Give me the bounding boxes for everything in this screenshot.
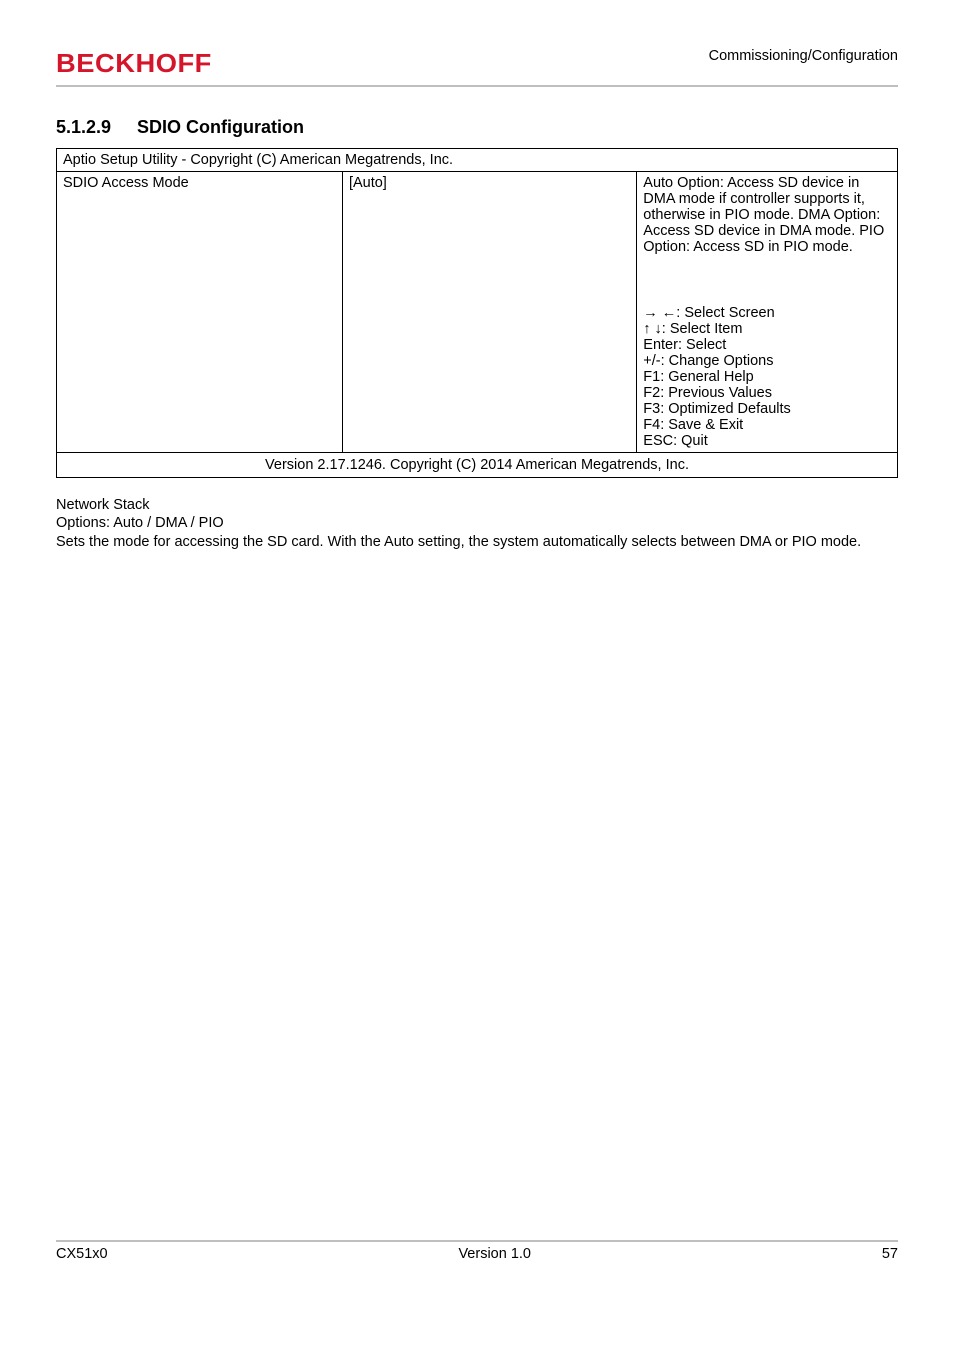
footer-center: Version 1.0 <box>458 1246 531 1262</box>
footer-right: 57 <box>882 1246 898 1262</box>
brand-logo: BECKHOFF <box>56 48 212 79</box>
body-line-1: Network Stack <box>56 496 898 515</box>
aptio-version-line: Version 2.17.1246. Copyright (C) 2014 Am… <box>57 452 898 477</box>
section-number: 5.1.2.9 <box>56 117 111 138</box>
nav-esc: ESC: Quit <box>643 433 891 449</box>
footer: CX51x0 Version 1.0 57 <box>56 1240 898 1262</box>
aptio-nav-block: → ←: Select Screen ↑ ↓: Select Item Ente… <box>637 302 898 453</box>
footer-left: CX51x0 <box>56 1246 108 1262</box>
nav-f4: F4: Save & Exit <box>643 417 891 433</box>
aptio-description: Auto Option: Access SD device in DMA mod… <box>637 172 898 302</box>
nav-select-item: ↑ ↓: Select Item <box>643 321 891 337</box>
aptio-header-line: Aptio Setup Utility - Copyright (C) Amer… <box>57 149 898 172</box>
nav-f1: F1: General Help <box>643 369 891 385</box>
aptio-table: Aptio Setup Utility - Copyright (C) Amer… <box>56 148 898 478</box>
section-heading: 5.1.2.9 SDIO Configuration <box>56 117 898 138</box>
nav-enter: Enter: Select <box>643 337 891 353</box>
aptio-param-value: [Auto] <box>342 172 636 453</box>
chapter-title: Commissioning/Configuration <box>709 48 898 64</box>
section-title: SDIO Configuration <box>137 117 304 138</box>
body-line-3: Sets the mode for accessing the SD card.… <box>56 533 898 552</box>
nav-change: +/-: Change Options <box>643 353 891 369</box>
body-line-2: Options: Auto / DMA / PIO <box>56 514 898 533</box>
nav-select-screen: → ←: Select Screen <box>643 305 891 321</box>
aptio-param-label: SDIO Access Mode <box>57 172 343 453</box>
nav-f3: F3: Optimized Defaults <box>643 401 891 417</box>
nav-f2: F2: Previous Values <box>643 385 891 401</box>
top-bar: BECKHOFF Commissioning/Configuration <box>56 48 898 87</box>
body-text: Network Stack Options: Auto / DMA / PIO … <box>56 496 898 553</box>
